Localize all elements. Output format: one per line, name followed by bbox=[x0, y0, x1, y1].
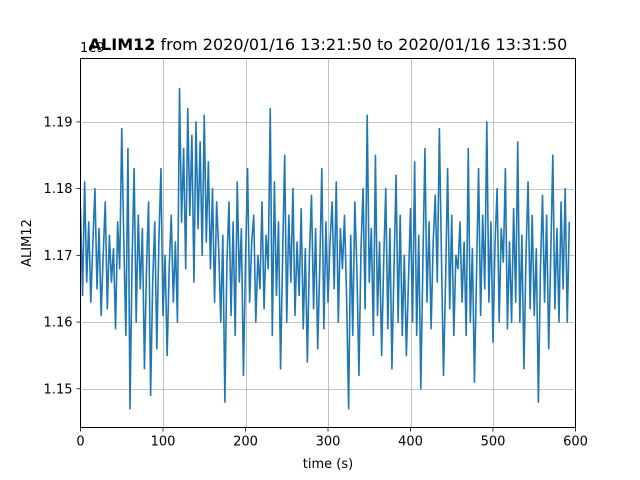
y-axis: 1.15 1.16 1.17 1.18 1.19 bbox=[44, 115, 81, 397]
chart-title-rest: from 2020/01/16 13:21:50 to 2020/01/16 1… bbox=[155, 35, 567, 54]
y-tick-label: 1.19 bbox=[44, 115, 73, 130]
y-tick-label: 1.15 bbox=[44, 382, 73, 397]
x-tick-label: 200 bbox=[233, 435, 258, 450]
x-tick-label: 400 bbox=[398, 435, 423, 450]
chart-title: ALIM12 from 2020/01/16 13:21:50 to 2020/… bbox=[89, 35, 568, 54]
x-tick-label: 100 bbox=[151, 435, 176, 450]
x-tick-label: 600 bbox=[563, 435, 588, 450]
series-line bbox=[80, 87, 571, 410]
y-tick-label: 1.17 bbox=[44, 249, 73, 264]
x-tick-label: 0 bbox=[76, 435, 84, 450]
y-tick-label: 1.18 bbox=[44, 182, 73, 197]
plot-area bbox=[80, 87, 571, 410]
x-axis: 0 100 200 300 400 500 600 bbox=[76, 427, 588, 450]
x-axis-label: time (s) bbox=[303, 457, 353, 472]
offset-label: 1e9 bbox=[80, 41, 105, 56]
y-axis-label: ALIM12 bbox=[20, 219, 35, 267]
chart-title-bold: ALIM12 bbox=[89, 35, 156, 54]
y-tick-label: 1.16 bbox=[44, 316, 73, 331]
x-tick-label: 300 bbox=[316, 435, 341, 450]
x-tick-label: 500 bbox=[481, 435, 506, 450]
